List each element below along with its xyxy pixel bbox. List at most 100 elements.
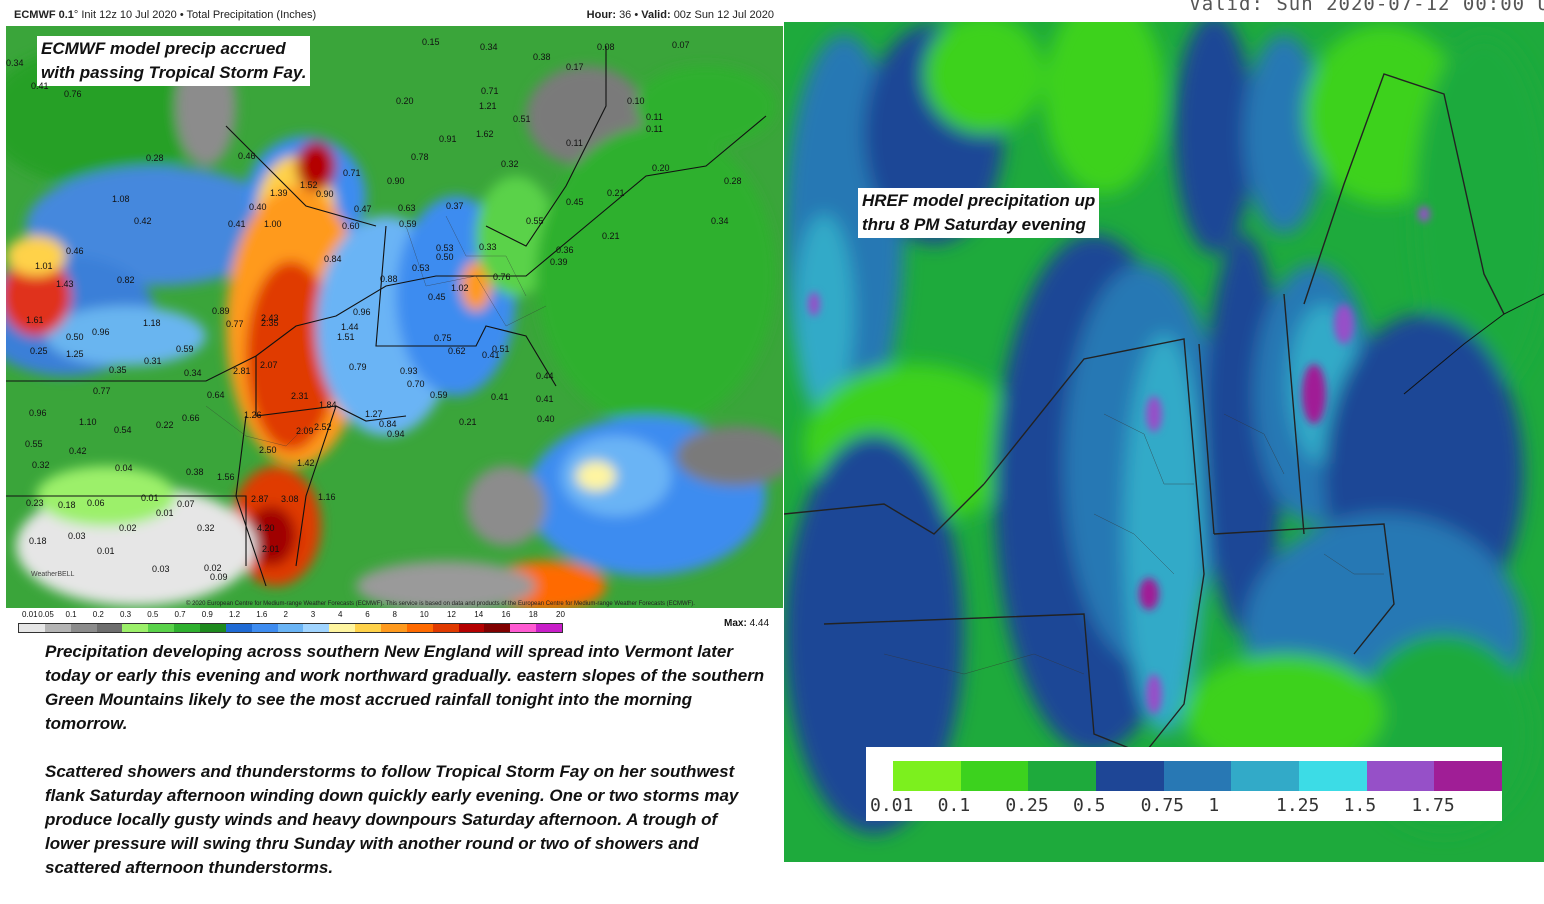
legend-tick-label: 6: [365, 610, 370, 619]
map-value-label: 0.96: [92, 327, 110, 337]
ecmwf-legend-ticks: 0.01 0.05 0.1 0.2 0.3 0.5 0.7 0.9 1.2 1.6 2 3 4 6 8 10 1…: [18, 610, 565, 620]
map-value-label: 2.31: [291, 391, 309, 401]
legend-swatch: [148, 624, 175, 632]
map-value-label: 0.50: [436, 252, 454, 262]
map-value-label: 0.22: [156, 420, 174, 430]
map-value-label: 0.40: [537, 414, 555, 424]
map-value-label: 1.00: [264, 219, 282, 229]
legend-label: 0.5: [1073, 795, 1106, 816]
ecmwf-legend: 0.01 0.05 0.1 0.2 0.3 0.5 0.7 0.9 1.2 1.6 2 3 4 6 8 10 1…: [18, 610, 565, 634]
map-value-label: 1.39: [270, 188, 288, 198]
map-value-label: 0.70: [407, 379, 425, 389]
map-value-label: 0.42: [69, 446, 87, 456]
map-value-label: 0.82: [117, 275, 135, 285]
map-value-label: 0.60: [342, 221, 360, 231]
weatherbell-watermark: WeatherBELL: [31, 571, 75, 578]
map-value-label: 0.51: [513, 114, 531, 124]
map-value-label: 1.10: [79, 417, 97, 427]
ecmwf-header-subtitle: ° Init 12z 10 Jul 2020 • Total Precipita…: [73, 9, 317, 21]
legend-label: 1.75: [1411, 795, 1455, 816]
map-value-label: 1.52: [300, 180, 318, 190]
map-value-label: 0.71: [481, 86, 499, 96]
map-value-label: 0.32: [197, 523, 215, 533]
map-value-label: 0.02: [204, 563, 222, 573]
map-value-label: 0.38: [186, 467, 204, 477]
href-annotation-line1: HREF model precipitation up: [862, 191, 1096, 210]
legend-swatch: [174, 624, 201, 632]
legend-tick-label: 0.3: [120, 610, 132, 619]
legend-swatch: [1434, 761, 1503, 791]
map-value-label: 0.18: [29, 536, 47, 546]
legend-swatch: [225, 624, 252, 632]
map-value-label: 2.52: [314, 422, 332, 432]
map-value-label: 0.50: [66, 332, 84, 342]
legend-swatch: [19, 624, 45, 632]
legend-tick-label: 10: [419, 610, 429, 619]
map-value-label: 0.31: [144, 356, 162, 366]
map-value-label: 0.41: [536, 394, 554, 404]
legend-swatch: [1366, 761, 1435, 791]
ecmwf-header-valid: Hour: 36 • Valid: 00z Sun 12 Jul 2020: [586, 9, 774, 21]
map-value-label: 0.01: [141, 493, 159, 503]
legend-swatch: [96, 624, 123, 632]
map-value-label: 0.35: [109, 365, 127, 375]
map-value-label: 2.07: [260, 360, 278, 370]
map-value-label: 0.01: [156, 508, 174, 518]
map-value-label: 0.88: [380, 274, 398, 284]
legend-tick-label: 14: [474, 610, 484, 619]
map-value-label: 2.09: [296, 426, 314, 436]
map-value-label: 0.40: [249, 202, 267, 212]
map-value-label: 0.90: [387, 176, 405, 186]
href-map-graphic: [784, 14, 1544, 862]
legend-swatch: [432, 624, 459, 632]
legend-tick-label: 16: [501, 610, 511, 619]
map-value-label: 1.51: [337, 332, 355, 342]
ecmwf-map-graphic: [6, 26, 783, 608]
map-value-label: 0.45: [428, 292, 446, 302]
map-value-label: 1.27: [365, 409, 383, 419]
legend-tick-label: 1.6: [256, 610, 268, 619]
legend-tick-label: 2: [283, 610, 288, 619]
map-value-label: 0.46: [238, 151, 256, 161]
map-value-label: 0.04: [115, 463, 133, 473]
href-precip-map: HREF model precipitation up thru 8 PM Sa…: [784, 14, 1544, 862]
map-value-label: 1.61: [26, 315, 44, 325]
map-value-label: 0.71: [343, 168, 361, 178]
map-value-label: 1.25: [66, 349, 84, 359]
map-value-label: 1.21: [479, 101, 497, 111]
legend-tick-label: 1.2: [229, 610, 241, 619]
legend-swatch: [277, 624, 304, 632]
map-value-label: 0.25: [30, 346, 48, 356]
map-value-label: 0.11: [646, 124, 663, 134]
discussion-paragraph-2: Scattered showers and thunderstorms to f…: [45, 762, 739, 877]
legend-swatch: [893, 761, 961, 791]
map-value-label: 0.44: [536, 371, 554, 381]
ecmwf-annotation-line1: ECMWF model precip accrued: [41, 39, 286, 58]
legend-swatch: [1231, 761, 1300, 791]
map-value-label: 0.46: [66, 246, 84, 256]
legend-tick-label: 18: [528, 610, 538, 619]
map-value-label: 1.62: [476, 129, 494, 139]
legend-label: 1.5: [1343, 795, 1377, 816]
legend-tick-label: 0.9: [201, 610, 213, 619]
legend-swatch: [458, 624, 485, 632]
map-value-label: 0.21: [602, 231, 620, 241]
map-value-label: 0.41: [228, 219, 246, 229]
href-annotation: HREF model precipitation up thru 8 PM Sa…: [858, 188, 1100, 238]
map-value-label: 0.42: [134, 216, 152, 226]
map-value-label: 0.84: [324, 254, 342, 264]
map-value-label: 0.96: [353, 307, 371, 317]
map-value-label: 0.84: [379, 419, 397, 429]
map-value-label: 0.79: [349, 362, 367, 372]
map-value-label: 1.84: [319, 400, 337, 410]
legend-swatch: [484, 624, 511, 632]
map-value-label: 0.41: [491, 392, 509, 402]
map-value-label: 1.42: [297, 458, 315, 468]
valid-label: Valid:: [641, 9, 671, 21]
legend-label: 1: [1208, 795, 1220, 816]
map-value-label: 0.09: [210, 572, 228, 582]
legend-swatch: [1028, 761, 1097, 791]
map-value-label: 1.02: [451, 283, 469, 293]
map-value-label: 0.28: [724, 176, 742, 186]
map-value-label: 1.18: [143, 318, 161, 328]
